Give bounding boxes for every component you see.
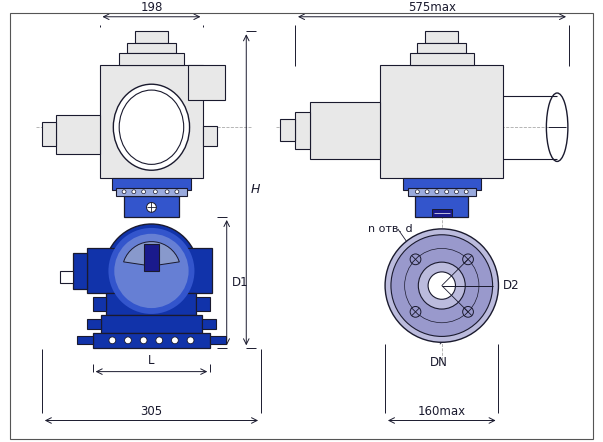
Bar [380,65,504,178]
Circle shape [410,254,421,265]
Circle shape [147,202,156,212]
Text: D1: D1 [232,276,248,289]
Circle shape [463,254,473,265]
Bar [55,114,99,154]
Bar [295,111,310,149]
Circle shape [415,190,419,194]
Bar [408,188,476,196]
Bar [101,315,202,332]
Circle shape [153,190,157,194]
Bar [60,271,73,282]
Circle shape [175,190,179,194]
Circle shape [385,229,499,342]
Bar [93,332,210,348]
Text: L: L [148,354,155,367]
Bar [188,65,225,100]
Bar [42,122,55,146]
Bar [87,248,118,293]
Circle shape [435,190,439,194]
Text: 198: 198 [140,1,163,14]
Bar [415,196,468,217]
Circle shape [104,224,198,318]
Circle shape [122,190,126,194]
Bar [417,43,466,53]
Circle shape [425,190,429,194]
Bar [99,65,203,178]
Circle shape [109,228,194,314]
Bar [280,119,295,141]
Circle shape [115,234,189,308]
Circle shape [109,337,116,344]
Bar [87,319,101,328]
Text: 160max: 160max [418,404,466,418]
Bar [185,248,212,293]
Text: D2: D2 [502,279,519,292]
Bar [432,210,452,217]
Bar [124,196,179,217]
Bar [197,297,210,311]
Bar [93,297,107,311]
Circle shape [418,262,466,309]
Bar [73,253,87,289]
Bar [127,43,176,53]
Circle shape [428,272,455,299]
Bar [119,53,184,65]
Bar [210,336,226,344]
Text: DN: DN [430,356,448,369]
Text: H: H [251,183,260,196]
Circle shape [142,190,145,194]
Bar [425,31,458,43]
Text: 575max: 575max [408,1,456,14]
Text: 305: 305 [140,404,162,418]
Bar [202,319,216,328]
Bar [77,336,93,344]
Circle shape [165,190,169,194]
Circle shape [171,337,178,344]
Circle shape [464,190,468,194]
Circle shape [410,306,421,317]
Bar [107,293,197,315]
Circle shape [187,337,194,344]
Circle shape [455,190,458,194]
Bar [116,188,187,196]
Circle shape [140,337,147,344]
Bar [203,126,217,146]
Circle shape [391,235,493,336]
Text: n отв. d: n отв. d [368,224,413,234]
Circle shape [444,190,449,194]
Circle shape [463,306,473,317]
Bar [144,244,159,271]
Circle shape [132,190,136,194]
Circle shape [125,337,131,344]
Circle shape [156,337,163,344]
Bar [403,178,481,190]
Bar [310,102,380,159]
Ellipse shape [113,84,189,170]
Bar [409,53,474,65]
Bar [112,178,191,190]
Polygon shape [124,242,179,266]
Bar [135,31,168,43]
